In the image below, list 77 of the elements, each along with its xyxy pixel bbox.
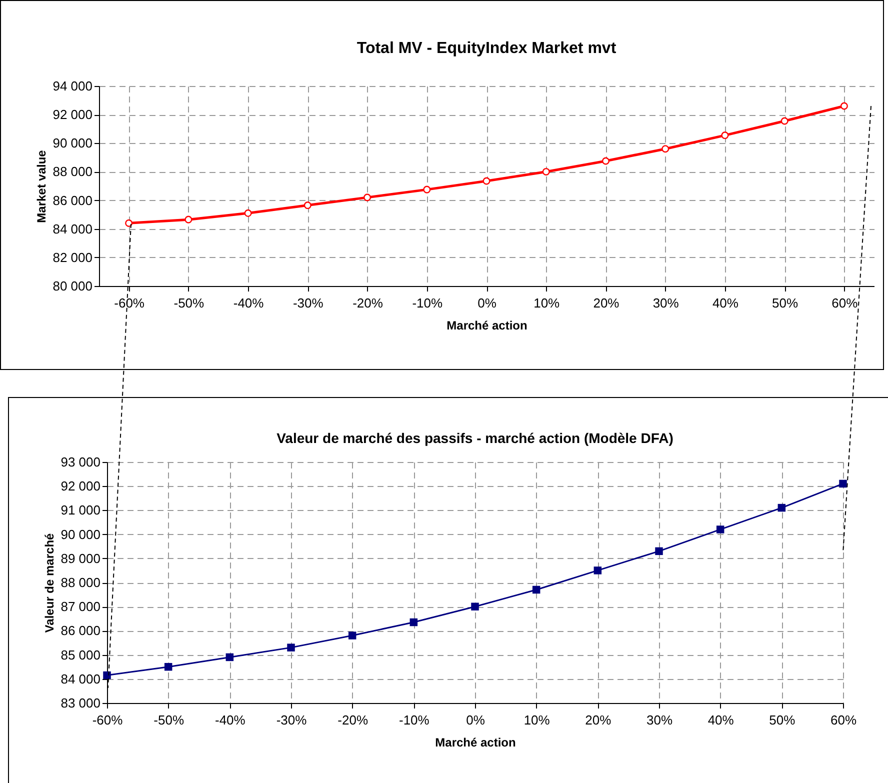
y-tick-label: 82 000 (52, 250, 92, 265)
chart-title: Total MV - EquityIndex Market mvt (356, 40, 617, 57)
x-tick-label: 50% (772, 296, 799, 310)
point (721, 132, 729, 140)
x-tick-label: 40% (712, 296, 739, 310)
y-tick-label: 80 000 (52, 278, 92, 294)
point (304, 202, 312, 210)
x-tick-label: -60% (92, 712, 124, 728)
y-axis-title: Valeur de marché (42, 532, 57, 633)
point (778, 504, 786, 512)
x-tick-label: -10% (412, 296, 443, 310)
x-tick-label: -20% (352, 296, 384, 310)
y-tick-label: 87 000 (60, 599, 100, 614)
x-tick-label: 60% (832, 296, 858, 310)
point (839, 480, 847, 488)
point (164, 662, 172, 671)
y-tick-label: 92 000 (52, 107, 92, 122)
point (662, 145, 670, 153)
y-tick-label: 90 000 (60, 526, 100, 542)
y-tick-label: 84 000 (52, 221, 92, 236)
point (410, 618, 418, 626)
y-tick-label: 92 000 (60, 478, 100, 494)
y-tick-label: 94 000 (52, 78, 92, 94)
y-tick-label: 89 000 (60, 550, 100, 566)
point (184, 216, 192, 224)
point (532, 586, 540, 594)
x-tick-label: 40% (708, 712, 734, 728)
point (482, 177, 490, 185)
x-tick-label: 0% (478, 296, 497, 310)
y-tick-label: 83 000 (60, 696, 100, 710)
point (125, 219, 133, 227)
point (348, 632, 356, 640)
x-tick-label: -50% (174, 296, 205, 310)
x-tick-label: 50% (769, 712, 796, 728)
point (780, 117, 788, 125)
y-tick-label: 93 000 (60, 454, 100, 470)
point (542, 168, 550, 176)
x-tick-label: 20% (593, 296, 620, 310)
point (594, 566, 602, 574)
x-tick-label: -50% (154, 712, 184, 728)
x-tick-label: -20% (338, 712, 368, 728)
point (602, 157, 610, 165)
x-tick-label: 60% (830, 712, 857, 728)
point (471, 602, 479, 610)
x-tick-label: 20% (585, 712, 612, 728)
point (655, 547, 663, 556)
point (103, 671, 111, 680)
x-tick-label: -30% (292, 296, 324, 310)
x-tick-label: 30% (646, 712, 673, 728)
point (364, 194, 372, 202)
x-tick-label: -40% (233, 296, 264, 310)
x-tick-label: -60% (114, 296, 145, 310)
y-tick-label: 88 000 (52, 164, 92, 180)
x-axis-title: Marché action (446, 318, 528, 332)
x-tick-label: 30% (652, 296, 680, 310)
y-tick-label: 86 000 (60, 623, 100, 638)
x-tick-label: 0% (466, 712, 486, 728)
point (716, 526, 724, 534)
point (244, 209, 252, 217)
point (840, 102, 848, 110)
y-tick-label: 84 000 (60, 671, 100, 686)
point (226, 653, 234, 662)
y-axis-title: Market value (34, 150, 49, 223)
y-tick-label: 88 000 (60, 575, 100, 590)
chart-title: Valeur de marché des passifs - marché action (Modèle DFA) (276, 430, 674, 446)
y-tick-label: 86 000 (52, 192, 92, 208)
x-tick-label: 10% (534, 296, 560, 310)
y-tick-label: 91 000 (60, 502, 100, 518)
x-tick-label: -10% (398, 712, 430, 728)
y-tick-label: 90 000 (52, 136, 92, 151)
point (423, 186, 431, 194)
x-tick-label: 10% (524, 712, 550, 728)
x-tick-label: -30% (276, 712, 308, 728)
x-axis-title: Marché action (435, 736, 516, 750)
y-tick-label: 85 000 (60, 647, 100, 662)
x-tick-label: -40% (214, 712, 246, 728)
point (287, 644, 295, 652)
